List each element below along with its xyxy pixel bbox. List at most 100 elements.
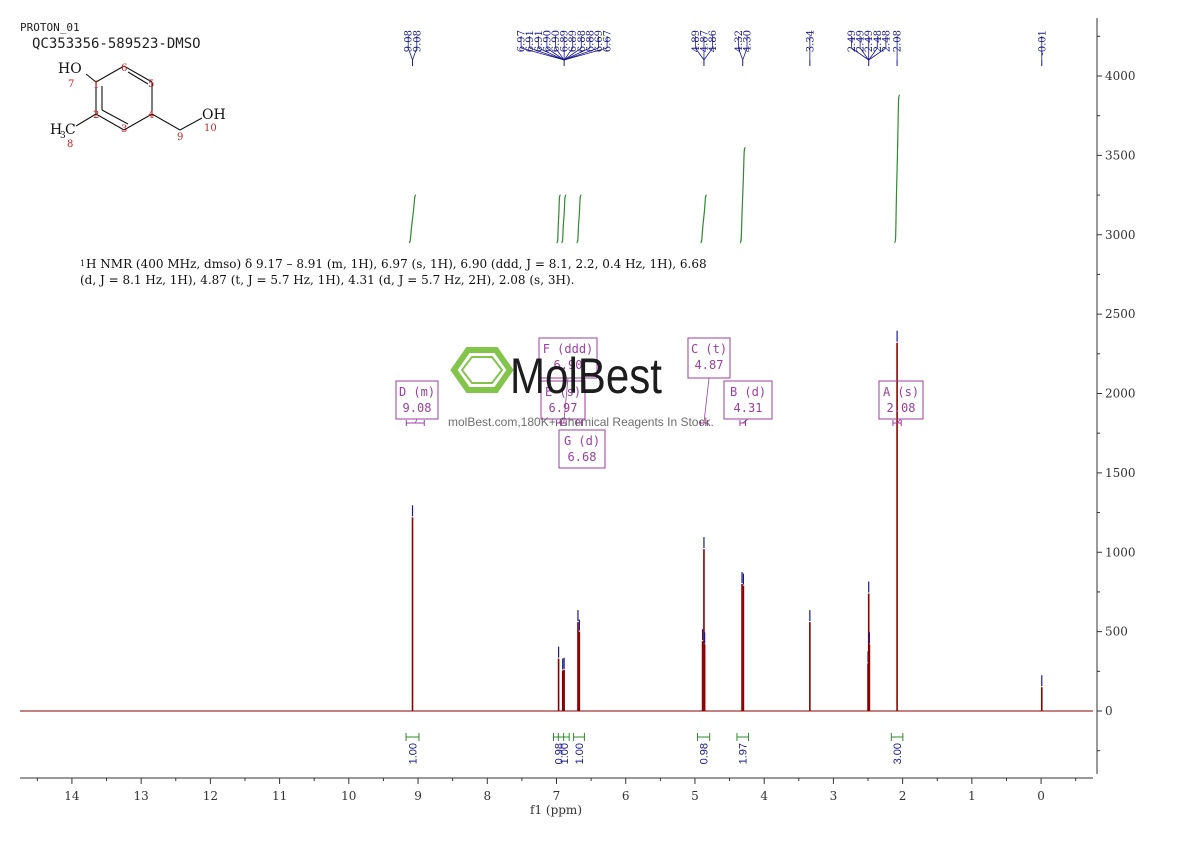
integral-value-1: 0.98 (554, 743, 566, 764)
atom-3-number: 3 (121, 124, 127, 135)
multiplet-leader-C (703, 377, 710, 424)
peak-label: 2.49 (847, 30, 858, 52)
atom-10-number: 10 (204, 123, 217, 134)
peak-label: 6.89 (568, 30, 579, 52)
peak-label-leader (521, 47, 565, 61)
peak-label: 3.34 (805, 30, 816, 52)
peak-label-leader (563, 47, 591, 61)
x-tick-label-1: 1 (968, 789, 976, 803)
multiplet-G: G (d) 6.68 (558, 420, 606, 469)
x-tick-label-12: 12 (203, 789, 218, 803)
multiplet-leader-A (896, 418, 902, 424)
y-tick-label-2000: 2000 (1105, 387, 1136, 401)
x-tick-label-0: 0 (1037, 789, 1045, 803)
y-tick-label-1500: 1500 (1105, 466, 1136, 480)
peak-label: 6.91 (534, 30, 545, 52)
sample-label: QC353356-589523-DMSO (32, 36, 201, 52)
peak-label: 6.69 (594, 30, 605, 52)
bond-3-2 (95, 113, 125, 131)
bond-4-3 (123, 113, 153, 131)
peak-label-leader (868, 47, 887, 61)
multiplet-leader-D (414, 418, 418, 424)
multiplet-shift-F: 6.90 (554, 358, 583, 372)
bond-2-8 (75, 113, 97, 127)
peak-label: -0.01 (1037, 30, 1048, 56)
peak-label: 2.49 (856, 30, 867, 52)
multiplet-label-B: B (d) (730, 385, 766, 399)
bond-6-5 (123, 65, 153, 83)
peak-label: 9.08 (404, 30, 415, 52)
atom-4-number: 4 (148, 110, 154, 121)
peak-label-leader (563, 47, 582, 61)
x-tick-label-4: 4 (760, 789, 768, 803)
bond-6-5-double (127, 71, 149, 85)
multiplet-C: C (t) 4.87 (687, 337, 731, 426)
bond-9-10 (179, 117, 203, 131)
bond-1-6 (95, 65, 125, 83)
integral-curve-3 (576, 194, 582, 244)
peak-label-leader (851, 47, 869, 61)
integral-curve-1 (556, 194, 561, 244)
peak-label: 6.90 (542, 30, 553, 52)
atom-9-number: 9 (177, 132, 183, 143)
multiplet-D: D (m) 9.08 (395, 380, 439, 426)
peak-label: 2.49 (864, 30, 875, 52)
integral-value-0: 1.00 (408, 743, 420, 764)
y-tick-label-3000: 3000 (1105, 228, 1136, 242)
integral-value-3: 1.00 (574, 743, 586, 764)
peak-label-leader (859, 47, 870, 61)
peak-label-leader (703, 47, 713, 61)
spectrum (20, 330, 1093, 712)
multiplet-leader-F (563, 377, 569, 424)
peak-label-leader (563, 47, 574, 61)
multiplet-label-E: E (s) (545, 385, 581, 399)
peak-label: 6.88 (585, 30, 596, 52)
nmr-text-line1: H NMR (400 MHz, dmso) δ 9.17 – 8.91 (m, … (86, 257, 707, 271)
y-tick-label-3500: 3500 (1105, 148, 1136, 162)
peak-label-leader (529, 47, 565, 61)
multiplet-label-A: A (s) (883, 385, 919, 399)
x-tick-label-10: 10 (341, 789, 356, 803)
atom-methyl-subscript: 3 (60, 131, 66, 141)
multiplet-annotations: A (s) 2.08 B (d) 4.31 C (t) 4.87 D (m) 9.08 E (s… (395, 337, 924, 469)
atom-2-number: 2 (93, 110, 99, 121)
peak-label-leader (407, 47, 413, 61)
atom-6-number: 6 (121, 63, 127, 74)
multiplet-E: E (s) 6.97 (540, 380, 586, 426)
x-tick-label-14: 14 (64, 789, 80, 803)
multiplet-shift-B: 4.31 (734, 401, 763, 415)
multiplet-label-F: F (ddd) (543, 342, 594, 356)
peak-label: 6.91 (525, 30, 536, 52)
multiplet-shift-A: 2.08 (887, 401, 916, 415)
peak-labels: 9.089.08 6.976.916.916.906.906.896.896.88… (404, 30, 1048, 66)
multiplet-shift-E: 6.97 (549, 401, 578, 415)
multiplet-F: F (ddd) 6.90 (538, 337, 598, 426)
atom-labels: HO 7 1 6 5 4 3 2 9 OH 10 H 3 C 8 (50, 61, 226, 150)
integral-curve-5 (739, 146, 746, 244)
peak-label-leader (742, 47, 748, 61)
y-tick-label-500: 500 (1105, 625, 1128, 639)
peak-label: 4.89 (691, 30, 702, 52)
integral-curve-0 (408, 194, 417, 244)
multiplet-A: A (s) 2.08 (878, 380, 924, 426)
bond-4-9 (151, 113, 181, 131)
peak-label-leader (738, 47, 744, 61)
peak-label: 4.87 (699, 30, 710, 52)
integral-value-2: 1.00 (559, 743, 571, 764)
integral-curves (408, 94, 901, 244)
peak-label: 6.67 (603, 30, 614, 52)
axes: 14 13 12 11 10 9 8 7 6 5 4 3 2 1 005001000150020002500… (20, 18, 1136, 803)
x-tick-label-3: 3 (830, 789, 838, 803)
x-tick-label-11: 11 (272, 789, 287, 803)
peak-label: 2.48 (873, 30, 884, 52)
peak-label-leader (555, 47, 565, 61)
y-tick-label-4000: 4000 (1105, 69, 1136, 83)
multiplet-B: B (d) 4.31 (723, 380, 773, 426)
x-tick-label-7: 7 (553, 789, 561, 803)
atom-methyl-h: H (50, 122, 62, 138)
watermark-tagline: molBest.com,180K+ Chemical Reagents In S… (448, 415, 714, 429)
x-tick-label-6: 6 (622, 789, 630, 803)
multiplet-shift-C: 4.87 (695, 358, 724, 372)
peak-label: 4.86 (708, 30, 719, 52)
